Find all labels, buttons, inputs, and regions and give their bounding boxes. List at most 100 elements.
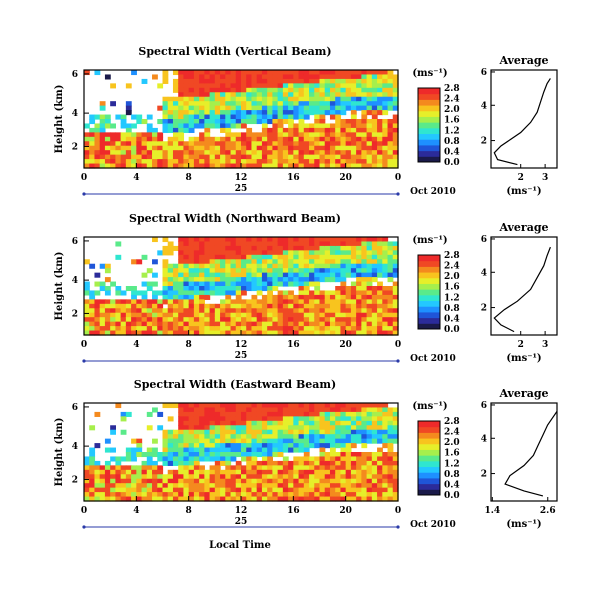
heatmap-cell bbox=[366, 330, 373, 336]
heatmap-cell bbox=[392, 159, 399, 165]
heatmap-cell bbox=[172, 326, 179, 332]
heatmap-cell bbox=[235, 245, 242, 251]
heatmap-cell bbox=[225, 87, 232, 93]
heatmap-cell bbox=[356, 136, 362, 142]
heatmap-cell bbox=[104, 150, 111, 156]
colorbar-segment bbox=[418, 255, 440, 262]
heatmap-cell bbox=[172, 127, 179, 133]
heatmap-cell bbox=[324, 403, 331, 409]
heatmap-cell bbox=[298, 237, 305, 243]
heatmap-cell bbox=[125, 308, 132, 314]
heatmap-cell bbox=[167, 154, 174, 160]
heatmap-cell bbox=[324, 487, 331, 493]
heatmap-cell bbox=[172, 312, 179, 318]
heatmap-cell bbox=[131, 154, 137, 160]
heatmap-cell bbox=[392, 416, 399, 422]
heatmap-cell bbox=[172, 487, 179, 493]
heatmap-cell bbox=[267, 492, 273, 498]
heatmap-cell bbox=[377, 163, 383, 169]
heatmap-cell bbox=[261, 411, 268, 417]
heatmap-cell bbox=[392, 317, 399, 323]
heatmap-cell bbox=[214, 277, 221, 283]
heatmap-cell bbox=[392, 438, 399, 444]
heatmap-cell bbox=[220, 447, 226, 453]
heatmap-cell bbox=[356, 403, 362, 409]
heatmap-cell bbox=[303, 487, 310, 493]
heatmap-cell bbox=[350, 92, 357, 98]
heatmap-cell bbox=[199, 299, 205, 305]
heatmap-cell bbox=[298, 254, 305, 260]
heatmap-cell bbox=[282, 403, 289, 409]
heatmap-cell bbox=[356, 469, 362, 475]
heatmap-cell bbox=[371, 87, 378, 93]
heatmap-cell bbox=[303, 496, 310, 502]
heatmap-cell bbox=[387, 250, 394, 256]
heatmap-cell bbox=[298, 478, 305, 484]
heatmap-cell bbox=[387, 478, 394, 484]
heatmap-cell bbox=[335, 83, 342, 89]
heatmap-cell bbox=[392, 321, 399, 327]
heatmap-cell bbox=[204, 277, 211, 283]
heatmap-cell bbox=[110, 425, 116, 431]
heatmap-cell bbox=[282, 443, 289, 449]
heatmap-cell bbox=[256, 70, 263, 76]
heatmap-cell bbox=[235, 299, 242, 305]
colorbar-frame bbox=[417, 254, 441, 330]
heatmap-cell bbox=[288, 136, 294, 142]
heatmap-cell bbox=[193, 74, 200, 80]
avg-y-tick-label: 4 bbox=[481, 434, 487, 444]
heatmap-cell bbox=[136, 312, 143, 318]
heatmap-cell bbox=[366, 312, 373, 318]
heatmap-cell bbox=[340, 237, 347, 243]
heatmap-cell bbox=[167, 416, 174, 422]
heatmap-cell bbox=[230, 136, 237, 142]
heatmap-cell bbox=[246, 277, 253, 283]
heatmap-cell bbox=[251, 469, 258, 475]
heatmap-cell bbox=[204, 452, 211, 458]
x-tick-label: 0 bbox=[395, 506, 401, 516]
heatmap-cell bbox=[366, 492, 373, 498]
heatmap-cell bbox=[277, 474, 284, 480]
heatmap-cell bbox=[350, 469, 357, 475]
heatmap-cell bbox=[303, 407, 310, 413]
heatmap-cell bbox=[282, 254, 289, 260]
heatmap-cell bbox=[193, 434, 200, 440]
heatmap-cell bbox=[246, 163, 253, 169]
heatmap-cell bbox=[84, 123, 90, 129]
heatmap-cell bbox=[84, 159, 90, 165]
heatmap-cell bbox=[220, 163, 226, 169]
heatmap-cell bbox=[309, 487, 315, 493]
heatmap-cell bbox=[188, 101, 195, 107]
heatmap-cell bbox=[193, 429, 200, 435]
heatmap-cell bbox=[377, 290, 383, 296]
heatmap-cell bbox=[183, 83, 190, 89]
heatmap-cell bbox=[125, 136, 132, 142]
heatmap-cell bbox=[178, 474, 185, 480]
heatmap-cell bbox=[89, 159, 96, 165]
heatmap-cell bbox=[309, 496, 315, 502]
heatmap-cell bbox=[377, 119, 383, 125]
heatmap-cell bbox=[110, 101, 116, 107]
heatmap-cell bbox=[293, 254, 300, 260]
heatmap-cell bbox=[99, 114, 106, 120]
heatmap-cell bbox=[214, 136, 221, 142]
heatmap-cell bbox=[371, 326, 378, 332]
heatmap-cell bbox=[324, 420, 331, 426]
heatmap-cell bbox=[241, 420, 247, 426]
heatmap-cell bbox=[377, 154, 383, 160]
heatmap-cell bbox=[340, 429, 347, 435]
heatmap-cell bbox=[267, 303, 273, 309]
heatmap-cell bbox=[251, 132, 258, 138]
heatmap-cell bbox=[382, 123, 389, 129]
heatmap-cell bbox=[356, 286, 362, 292]
heatmap-cell bbox=[345, 159, 352, 165]
heatmap-cell bbox=[204, 87, 211, 93]
heatmap-cell bbox=[329, 87, 336, 93]
heatmap-cell bbox=[309, 132, 315, 138]
heatmap-cell bbox=[309, 92, 315, 98]
heatmap-cell bbox=[220, 245, 226, 251]
heatmap-cell bbox=[324, 330, 331, 336]
heatmap-cell bbox=[324, 92, 331, 98]
heatmap-cell bbox=[356, 321, 362, 327]
heatmap-cell bbox=[183, 308, 190, 314]
